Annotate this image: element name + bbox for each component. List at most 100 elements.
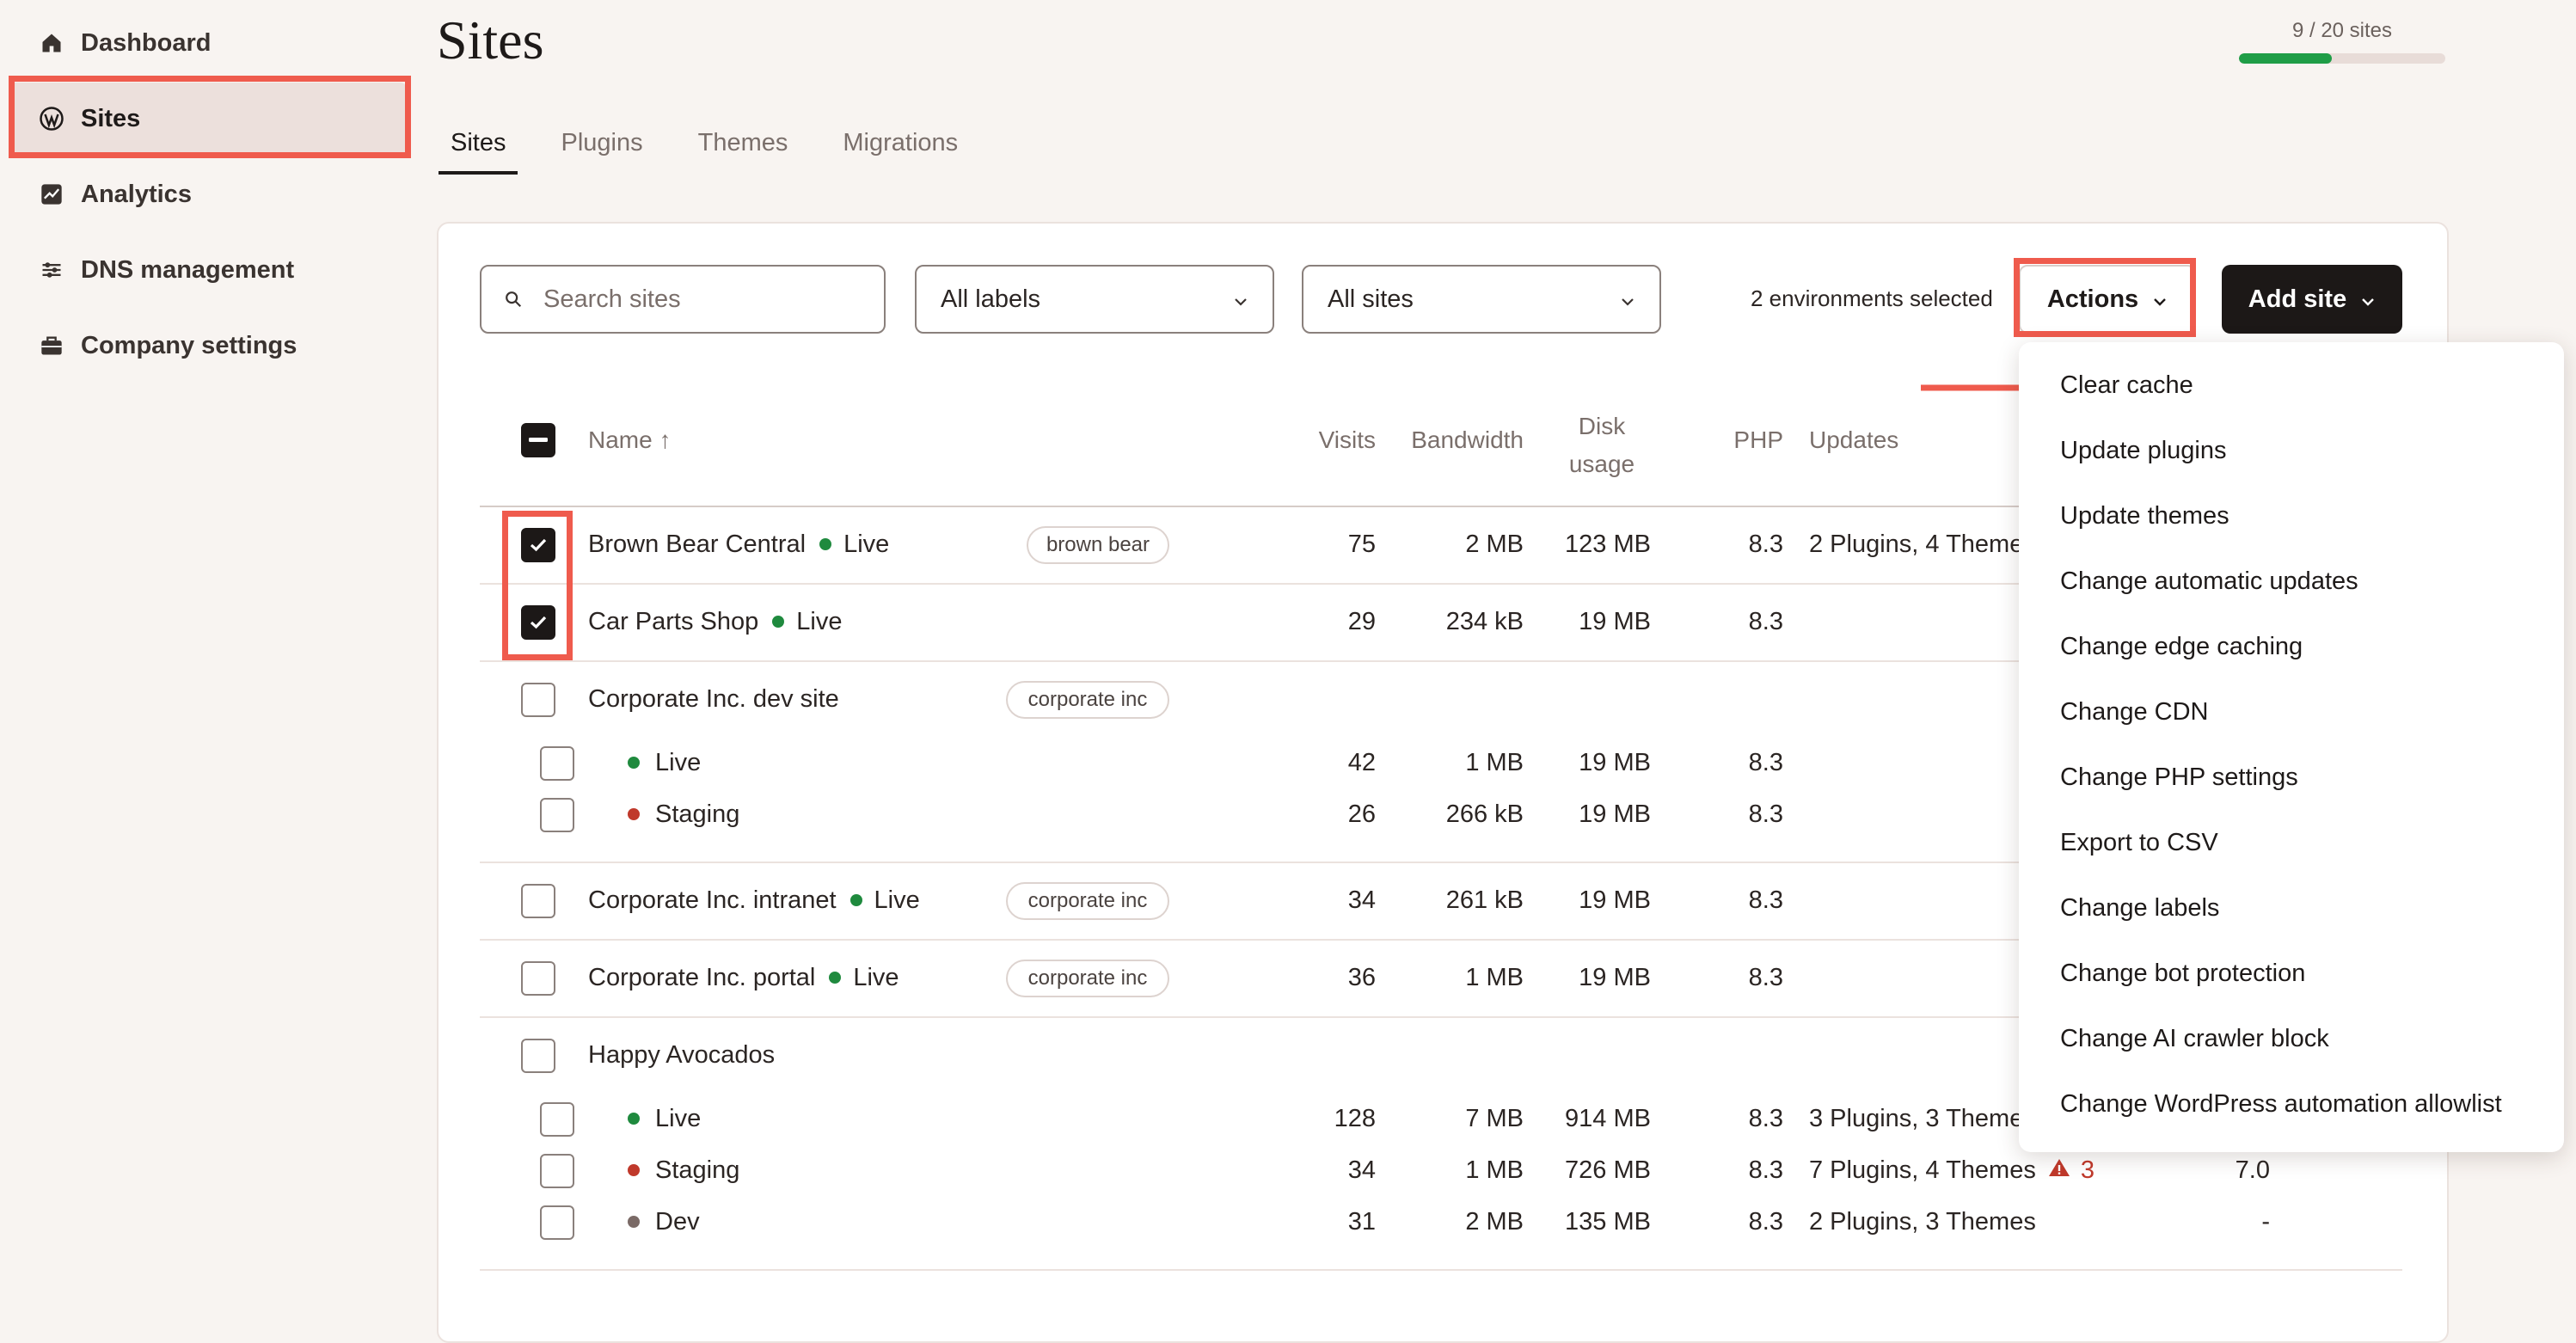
site-name-cell[interactable]: Corporate Inc. portal Live: [588, 964, 899, 992]
labels-filter[interactable]: All labels: [915, 265, 1274, 334]
row-checkbox[interactable]: [540, 746, 574, 781]
menu-item-change-labels[interactable]: Change labels: [2060, 894, 2220, 922]
sidebar-item-analytics[interactable]: Analytics: [10, 158, 406, 230]
menu-item-change-automatic-updates[interactable]: Change automatic updates: [2060, 567, 2358, 595]
bandwidth-cell: 266 kB: [1445, 800, 1524, 828]
select-all-checkbox[interactable]: [521, 423, 555, 457]
site-label-tag[interactable]: brown bear: [1027, 526, 1169, 564]
search-icon: [504, 290, 523, 309]
menu-item-change-php-settings[interactable]: Change PHP settings: [2060, 763, 2298, 791]
site-label-tag[interactable]: corporate inc: [1006, 681, 1169, 719]
column-header-php[interactable]: PHP: [1733, 426, 1783, 453]
updates-text: 2 Plugins, 3 Themes: [1809, 1208, 2036, 1236]
sidebar-item-dns[interactable]: DNS management: [10, 234, 406, 306]
environment-cell[interactable]: Staging: [628, 800, 739, 829]
row-checkbox[interactable]: [540, 1102, 574, 1137]
php-version-cell: 8.3: [1748, 1208, 1783, 1236]
labels-filter-value: All labels: [941, 285, 1041, 313]
sidebar-item-label: Company settings: [81, 331, 297, 359]
row-checkbox[interactable]: [540, 1205, 574, 1240]
environment-status: Live: [853, 964, 899, 991]
column-header-updates[interactable]: Updates: [1809, 426, 1899, 453]
row-divider: [480, 1016, 2402, 1018]
tab-migrations[interactable]: Migrations: [843, 129, 959, 156]
sidebar-item-sites[interactable]: Sites: [10, 83, 406, 155]
php-version-cell: 8.3: [1748, 964, 1783, 991]
header-divider: [480, 506, 2402, 507]
sidebar-item-label: Sites: [81, 104, 141, 132]
site-name: Brown Bear Central: [588, 530, 807, 558]
site-name-cell[interactable]: Corporate Inc. dev site: [588, 685, 839, 714]
site-name-cell[interactable]: Brown Bear Central Live: [588, 530, 889, 559]
php-version-cell: 8.3: [1748, 608, 1783, 635]
sites-filter-value: All sites: [1328, 285, 1414, 313]
menu-item-change-cdn[interactable]: Change CDN: [2060, 698, 2209, 726]
dns-icon: [38, 256, 65, 284]
site-label-tag[interactable]: corporate inc: [1006, 882, 1169, 920]
sites-filter[interactable]: All sites: [1302, 265, 1661, 334]
sidebar: Dashboard Sites Analytics DNS management…: [0, 0, 413, 1278]
site-usage: 9 / 20 sites: [2239, 19, 2445, 64]
bandwidth-cell: 261 kB: [1445, 886, 1524, 914]
column-header-visits[interactable]: Visits: [1318, 426, 1376, 453]
status-dot-icon: [628, 807, 640, 820]
row-checkbox[interactable]: [540, 798, 574, 832]
sidebar-item-label: DNS management: [81, 255, 295, 284]
site-name-cell[interactable]: Corporate Inc. intranet Live: [588, 886, 920, 915]
visits-cell: 36: [1347, 964, 1376, 991]
status-dot-icon: [772, 615, 785, 628]
row-divider: [480, 1269, 2402, 1271]
column-header-disk-usage[interactable]: Disk usage: [1539, 408, 1665, 483]
environment-cell[interactable]: Staging: [628, 1156, 739, 1185]
php-version-cell: 8.3: [1748, 886, 1783, 914]
row-checkbox[interactable]: [521, 528, 555, 562]
environment-status: Staging: [655, 1156, 740, 1184]
updates-cell[interactable]: 3 Plugins, 3 Theme: [1809, 1105, 2023, 1133]
add-site-button[interactable]: Add site: [2222, 265, 2402, 334]
bandwidth-cell: 7 MB: [1465, 1105, 1524, 1132]
environment-status: Dev: [655, 1208, 700, 1236]
menu-item-change-edge-caching[interactable]: Change edge caching: [2060, 633, 2303, 660]
row-checkbox[interactable]: [521, 683, 555, 717]
row-checkbox[interactable]: [521, 884, 555, 918]
disk-usage-cell: 135 MB: [1565, 1208, 1651, 1236]
menu-item-change-ai-crawler-block[interactable]: Change AI crawler block: [2060, 1025, 2329, 1052]
menu-item-clear-cache[interactable]: Clear cache: [2060, 371, 2193, 399]
column-header-name[interactable]: Name ↑: [588, 426, 672, 453]
analytics-icon: [38, 181, 65, 208]
sidebar-item-company-settings[interactable]: Company settings: [10, 310, 406, 382]
search-input[interactable]: [542, 284, 872, 315]
row-checkbox[interactable]: [521, 961, 555, 996]
tab-themes[interactable]: Themes: [697, 129, 788, 156]
visits-cell: 34: [1347, 886, 1376, 914]
site-name: Corporate Inc. dev site: [588, 685, 839, 713]
tab-plugins[interactable]: Plugins: [561, 129, 643, 156]
updates-cell[interactable]: 7 Plugins, 4 Themes 3: [1809, 1156, 2095, 1185]
tab-sites[interactable]: Sites: [438, 129, 519, 175]
menu-item-update-plugins[interactable]: Update plugins: [2060, 437, 2227, 464]
environment-cell[interactable]: Dev: [628, 1208, 700, 1236]
environment-cell[interactable]: Live: [628, 749, 701, 777]
visits-cell: 31: [1347, 1208, 1376, 1236]
row-checkbox[interactable]: [521, 1039, 555, 1073]
sidebar-item-dashboard[interactable]: Dashboard: [10, 7, 406, 79]
site-name: Corporate Inc. portal: [588, 964, 816, 991]
environment-cell[interactable]: Live: [628, 1105, 701, 1133]
column-header-bandwidth[interactable]: Bandwidth: [1411, 426, 1524, 453]
row-checkbox[interactable]: [521, 605, 555, 640]
row-checkbox[interactable]: [540, 1154, 574, 1188]
row-divider: [480, 660, 2402, 662]
updates-cell[interactable]: 2 Plugins, 3 Themes: [1809, 1208, 2036, 1236]
check-icon: [530, 538, 547, 552]
menu-item-export-to-csv[interactable]: Export to CSV: [2060, 829, 2218, 856]
updates-cell[interactable]: 2 Plugins, 4 Theme: [1809, 530, 2023, 559]
disk-usage-cell: 19 MB: [1579, 886, 1651, 914]
menu-item-change-wordpress-automation-allowlist[interactable]: Change WordPress automation allowlist: [2060, 1090, 2502, 1118]
site-name-cell[interactable]: Car Parts Shop Live: [588, 608, 842, 636]
status-dot-icon: [628, 756, 640, 769]
site-label-tag[interactable]: corporate inc: [1006, 960, 1169, 997]
menu-item-update-themes[interactable]: Update themes: [2060, 502, 2229, 530]
site-name-cell[interactable]: Happy Avocados: [588, 1041, 775, 1070]
menu-item-change-bot-protection[interactable]: Change bot protection: [2060, 960, 2306, 987]
actions-button[interactable]: Actions: [2019, 265, 2196, 334]
